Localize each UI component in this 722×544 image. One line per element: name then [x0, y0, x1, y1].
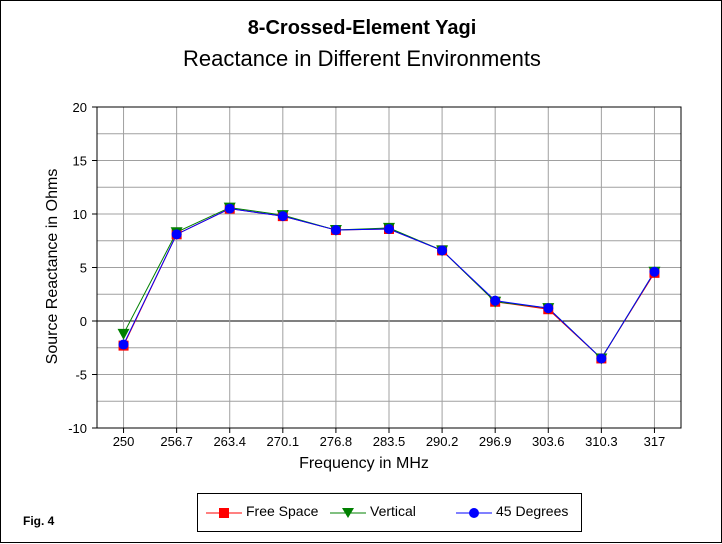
- data-point-45-degrees: [171, 229, 182, 240]
- data-point-45-degrees: [543, 303, 554, 314]
- vertical-marker-icon: [330, 508, 366, 518]
- x-tick-label: 276.8: [320, 434, 353, 449]
- y-tick-label: 10: [73, 207, 87, 222]
- y-axis-label: Source Reactance in Ohms: [44, 169, 61, 365]
- x-tick-label: 270.1: [267, 434, 300, 449]
- data-point-45-degrees: [118, 339, 129, 350]
- data-point-45-degrees: [596, 353, 607, 364]
- data-point-45-degrees: [330, 225, 341, 236]
- data-point-45-degrees: [384, 223, 394, 234]
- x-tick-label: 296.9: [479, 434, 512, 449]
- data-point-vertical: [117, 328, 130, 340]
- y-tick-label: 0: [80, 314, 87, 329]
- data-point-45-degrees: [437, 245, 448, 256]
- x-tick-label: 263.4: [213, 434, 246, 449]
- legend-label-free-space: Free Space: [246, 503, 319, 519]
- figure-label: Fig. 4: [23, 514, 55, 528]
- y-tick-label: 5: [80, 261, 87, 276]
- legend-label-vertical: Vertical: [370, 503, 416, 519]
- legend-label-45-degrees: 45 Degrees: [496, 503, 569, 519]
- free-space-marker-icon: [206, 508, 242, 518]
- chart-title: 8-Crossed-Element Yagi: [247, 17, 477, 39]
- x-axis-label: Frequency in MHz: [299, 455, 429, 472]
- data-point-45-degrees: [277, 211, 288, 222]
- data-point-45-degrees: [490, 295, 501, 306]
- x-tick-label: 250: [113, 434, 135, 449]
- chart-subtitle: Reactance in Different Environments: [183, 46, 541, 71]
- x-tick-label: 317: [644, 434, 666, 449]
- legend: Free Space Vertical 45 Degrees: [197, 493, 582, 532]
- y-tick-label: 20: [73, 100, 87, 115]
- data-point-45-degrees: [224, 203, 235, 214]
- x-tick-label: 256.7: [160, 434, 193, 449]
- x-tick-label: 283.5: [373, 434, 406, 449]
- data-point-45-degrees: [649, 266, 660, 277]
- y-tick-label: 15: [73, 154, 87, 169]
- x-tick-label: 303.6: [532, 434, 565, 449]
- y-tick-label: -10: [68, 421, 87, 436]
- 45-degrees-marker-icon: [456, 508, 492, 518]
- y-tick-label: -5: [75, 368, 87, 383]
- x-tick-label: 310.3: [585, 434, 618, 449]
- x-tick-label: 290.2: [426, 434, 459, 449]
